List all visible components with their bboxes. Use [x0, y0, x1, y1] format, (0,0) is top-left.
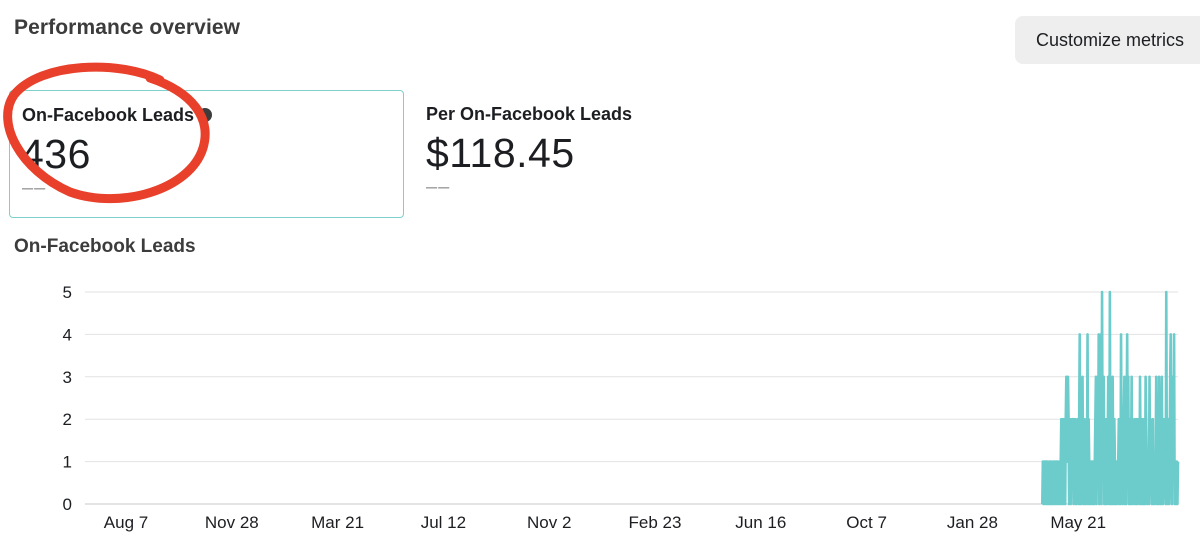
metric-label: Per On-Facebook Leads	[426, 104, 633, 124]
x-tick-label: May 21	[1050, 513, 1106, 532]
metric-comparison: ––	[426, 176, 451, 198]
x-tick-label: Aug 7	[104, 513, 148, 532]
x-tick-label: Nov 2	[527, 513, 571, 532]
y-tick-label: 4	[63, 325, 72, 344]
series-line	[1041, 290, 1180, 506]
y-tick-label: 1	[63, 453, 72, 472]
x-tick-label: Mar 21	[311, 513, 364, 532]
y-tick-label: 3	[63, 368, 72, 387]
metric-card-cost-per-lead[interactable]: Per On-Facebook Leads $118.45 ––	[426, 90, 826, 218]
x-tick-label: Oct 7	[846, 513, 887, 532]
x-tick-label: Jun 16	[735, 513, 786, 532]
y-tick-label: 2	[63, 410, 72, 429]
metric-value: $118.45	[426, 130, 575, 176]
chart-title: On-Facebook Leads	[14, 236, 196, 257]
x-tick-label: Nov 28	[205, 513, 259, 532]
x-tick-label: Jul 12	[421, 513, 466, 532]
y-tick-label: 5	[63, 283, 72, 302]
y-tick-label: 0	[63, 495, 72, 514]
x-tick-label: Jan 28	[947, 513, 998, 532]
customize-metrics-button[interactable]: Customize metrics	[1015, 16, 1200, 64]
x-tick-label: Feb 23	[629, 513, 682, 532]
section-title: Performance overview	[14, 16, 241, 39]
